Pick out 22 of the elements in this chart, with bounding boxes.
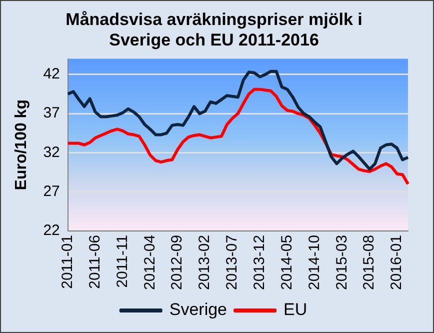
x-tick-label: 2012-09 bbox=[168, 234, 186, 290]
x-tick-label: 2015-03 bbox=[333, 234, 350, 290]
y-tick-label: 27 bbox=[43, 182, 60, 200]
legend-label: EU bbox=[284, 300, 308, 320]
y-tick-label: 32 bbox=[43, 144, 60, 161]
x-tick-label: 2015-08 bbox=[360, 234, 378, 290]
y-axis-title: Euro/100 kg bbox=[13, 100, 30, 190]
x-tick-label: 2014-10 bbox=[306, 234, 323, 290]
x-tick-label: 2013-07 bbox=[224, 234, 241, 290]
x-tick-label: 2013-12 bbox=[251, 234, 268, 290]
legend-label: Sverige bbox=[169, 300, 228, 320]
x-tick-label: 2013-02 bbox=[196, 234, 214, 290]
y-tick-label: 37 bbox=[43, 104, 60, 122]
chart-title: Månadsvisa avräkningspriser mjölk i Sverige och EU 2011-2016 bbox=[66, 10, 362, 50]
x-tick-label: 2016-01 bbox=[388, 234, 406, 290]
x-tick-label: 2014-05 bbox=[278, 234, 296, 290]
x-tick-label: 2012-04 bbox=[141, 234, 158, 290]
x-tick-label: 2011-06 bbox=[86, 234, 104, 289]
x-tick-label: 2011-01 bbox=[59, 234, 76, 289]
y-tick-label: 22 bbox=[43, 222, 60, 240]
y-tick-label: 42 bbox=[43, 66, 60, 83]
x-tick-label: 2011-11 bbox=[114, 234, 131, 288]
